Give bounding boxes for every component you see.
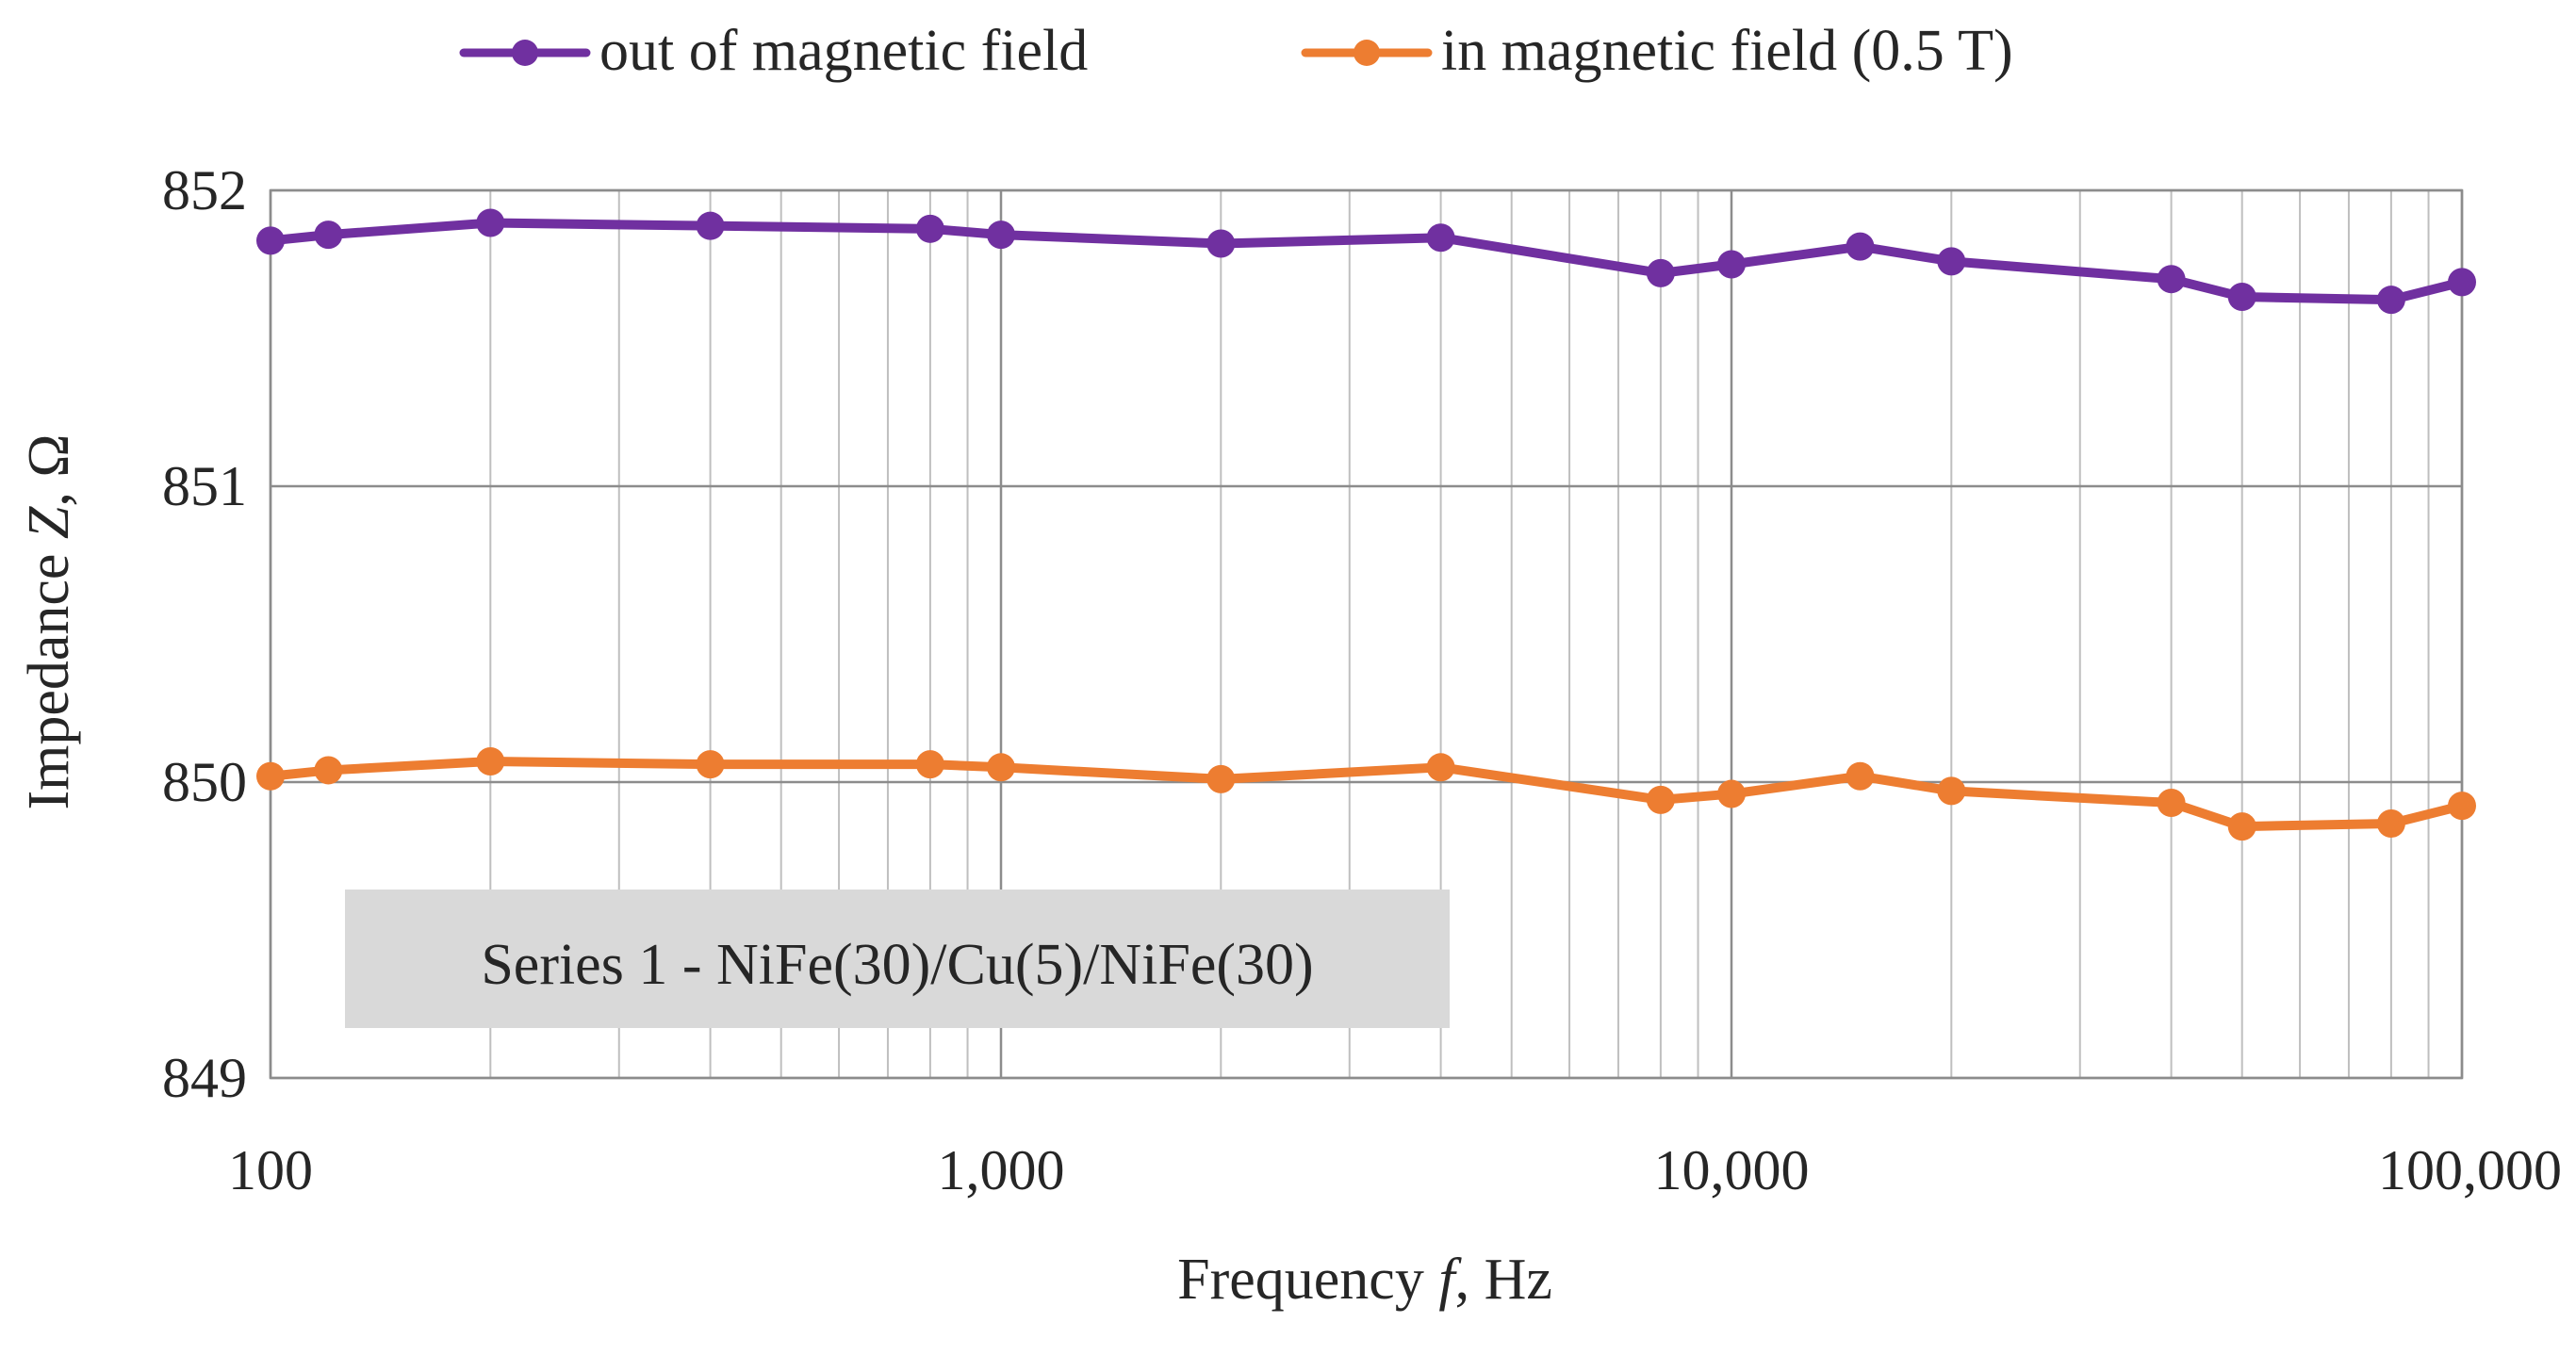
data-point-out-of-field (696, 211, 725, 240)
data-point-out-of-field (2157, 265, 2186, 294)
data-point-in-field (696, 750, 725, 779)
x-tick-label: 10,000 (1654, 1139, 1810, 1201)
data-point-in-field (1206, 764, 1236, 793)
y-axis-title-prefix: Impedance (17, 539, 81, 809)
data-point-out-of-field (1426, 223, 1455, 253)
data-point-out-of-field (987, 220, 1015, 250)
x-tick-label: 100,000 (2378, 1139, 2562, 1201)
y-tick-label: 852 (162, 159, 247, 221)
data-point-out-of-field (1206, 229, 1236, 258)
data-point-out-of-field (1937, 247, 1966, 276)
data-point-in-field (314, 756, 343, 785)
data-point-in-field (2157, 788, 2186, 817)
series-layer (256, 208, 2476, 841)
series-out-of-field (256, 208, 2476, 315)
legend-marker-in-field (1354, 40, 1380, 66)
data-point-out-of-field (2448, 268, 2476, 297)
x-axis-title: Frequency f, Hz (1177, 1248, 1552, 1312)
series-line-in-field (266, 757, 2467, 832)
legend-marker-out-of-field (512, 40, 538, 66)
legend-label-out-of-field: out of magnetic field (599, 19, 1088, 83)
data-point-out-of-field (314, 220, 343, 250)
x-tick-label: 100 (228, 1139, 313, 1201)
y-tick-label: 850 (162, 751, 247, 813)
y-tick-labels: 849 850 851 852 (162, 159, 247, 1109)
plot-border (269, 188, 2464, 1080)
data-point-out-of-field (1717, 250, 1746, 279)
data-point-in-field (256, 761, 285, 791)
data-point-out-of-field (915, 214, 944, 243)
data-point-out-of-field (256, 226, 285, 255)
data-point-in-field (2376, 808, 2405, 838)
data-point-in-field (915, 750, 944, 779)
data-point-in-field (1937, 776, 1966, 806)
series-annotation-text: Series 1 - NiFe(30)/Cu(5)/NiFe(30) (481, 933, 1313, 997)
x-axis-title-prefix: Frequency (1177, 1248, 1438, 1312)
data-point-in-field (476, 747, 505, 776)
data-point-out-of-field (2376, 286, 2405, 315)
y-axis-title-symbol: Z (17, 506, 81, 539)
plot-area-border (269, 188, 2464, 1080)
data-point-out-of-field (2227, 283, 2256, 312)
data-point-in-field (1426, 753, 1455, 782)
data-point-in-field (2448, 792, 2476, 821)
x-tick-label: 1,000 (938, 1139, 1065, 1201)
x-axis-title-suffix: , Hz (1455, 1248, 1552, 1312)
data-point-in-field (1717, 779, 1746, 808)
data-point-in-field (1846, 761, 1875, 791)
data-point-in-field (987, 753, 1015, 782)
y-axis-title-suffix: , Ω (17, 433, 81, 506)
legend-entry-in-field: in magnetic field (0.5 T) (1301, 19, 2013, 83)
data-point-in-field (2227, 812, 2256, 841)
data-point-in-field (1646, 785, 1675, 814)
x-tick-labels: 100 1,000 10,000 100,000 (228, 1139, 2562, 1201)
y-tick-label: 849 (162, 1047, 247, 1109)
series-line-out-of-field (266, 218, 2467, 305)
data-point-out-of-field (1846, 232, 1875, 261)
legend: out of magnetic field in magnetic field … (459, 19, 2013, 83)
series-in-field (256, 747, 2476, 841)
series-annotation-box (345, 890, 1450, 1028)
data-point-out-of-field (1646, 258, 1675, 287)
legend-entry-out-of-field: out of magnetic field (459, 19, 1088, 83)
y-tick-label: 851 (162, 455, 247, 517)
data-point-out-of-field (476, 208, 505, 237)
y-axis-title: Impedance Z, Ω (17, 433, 81, 809)
legend-label-in-field: in magnetic field (0.5 T) (1441, 19, 2013, 83)
minor-grid (489, 190, 2430, 1078)
